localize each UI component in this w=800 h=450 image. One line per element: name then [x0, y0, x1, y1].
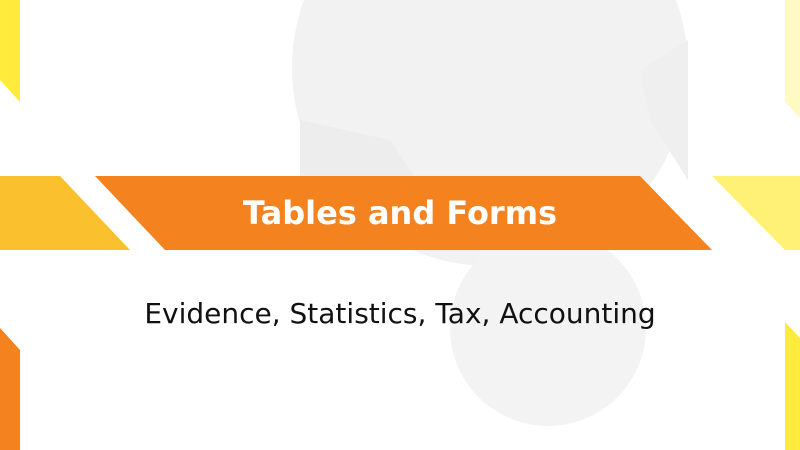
left-bottom-orange-block: [0, 328, 20, 450]
right-middle-yellow-band: [712, 176, 800, 250]
watermark-wedge-right: [640, 40, 688, 180]
slide-title: Tables and Forms: [242, 194, 558, 232]
slide-subtitle: Evidence, Statistics, Tax, Accounting: [144, 296, 656, 330]
title-banner: [95, 176, 712, 250]
right-bottom-yellow-block: [785, 322, 800, 450]
left-middle-amber-band: [0, 176, 130, 250]
watermark-circle-small: [450, 230, 646, 426]
left-top-yellow-triangle: [0, 0, 20, 102]
right-top-pale-yellow: [785, 0, 800, 118]
